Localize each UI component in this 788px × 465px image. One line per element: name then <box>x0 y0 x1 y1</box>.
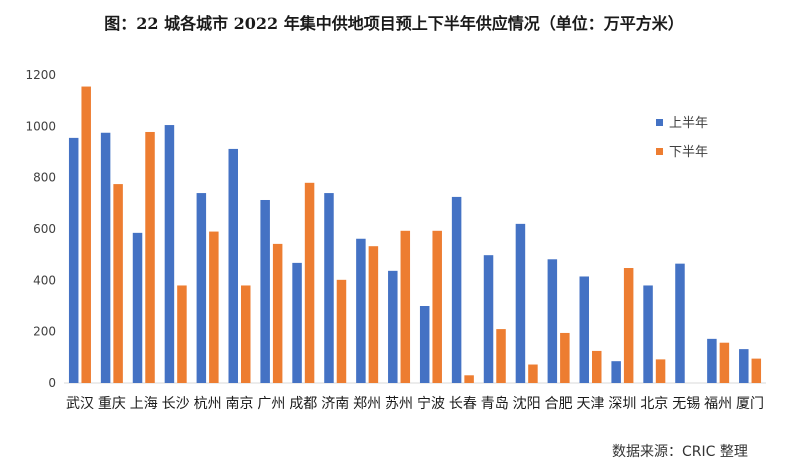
bar-h1-5 <box>228 148 238 383</box>
bar-h1-0 <box>68 137 79 383</box>
bar-h1-10 <box>388 270 398 383</box>
bar-h1-19 <box>675 263 685 383</box>
category-label: 天津 <box>577 396 605 412</box>
category-label: 武汉 <box>66 396 94 412</box>
bar-h1-21 <box>739 349 749 383</box>
y-tick-label: 200 <box>33 325 56 339</box>
bar-h2-1 <box>113 184 123 383</box>
category-label: 上海 <box>130 396 158 412</box>
category-label: 北京 <box>640 396 668 412</box>
category-label: 合肥 <box>545 396 573 412</box>
bar-h1-7 <box>292 262 302 383</box>
bar-h2-16 <box>592 350 602 383</box>
y-tick-label: 800 <box>33 171 56 185</box>
bar-h2-5 <box>241 285 251 383</box>
bar-h1-17 <box>611 361 621 383</box>
y-tick-label: 400 <box>33 273 56 287</box>
y-tick-label: 600 <box>33 222 56 236</box>
bar-h1-2 <box>132 232 143 383</box>
bar-h2-18 <box>655 359 666 383</box>
source-note: 数据来源：CRIC 整理 <box>612 444 748 460</box>
bar-h2-9 <box>368 246 379 383</box>
bar-h1-18 <box>643 285 653 383</box>
bar-h1-11 <box>419 306 430 383</box>
category-label: 成都 <box>289 396 317 412</box>
bar-h1-13 <box>483 255 494 383</box>
category-label: 福州 <box>704 396 732 412</box>
bar-h2-14 <box>528 364 538 383</box>
y-tick-label: 1000 <box>25 119 56 133</box>
bar-h2-13 <box>496 329 506 383</box>
category-label: 长沙 <box>162 396 190 412</box>
legend-label: 上半年 <box>669 116 708 131</box>
bar-h1-8 <box>324 193 334 383</box>
bar-h2-17 <box>623 268 634 383</box>
legend-label: 下半年 <box>669 145 708 160</box>
category-label: 沈阳 <box>513 396 541 412</box>
category-label: 南京 <box>226 396 254 412</box>
bar-h2-7 <box>304 182 315 383</box>
bar-h2-21 <box>751 358 762 383</box>
category-label: 长春 <box>449 396 477 412</box>
category-label: 苏州 <box>385 396 413 412</box>
legend-swatch <box>656 148 663 155</box>
bar-h1-4 <box>196 193 207 383</box>
bar-h2-4 <box>209 231 219 383</box>
bar-h1-14 <box>515 223 526 383</box>
bar-h2-8 <box>336 279 347 383</box>
y-tick-label: 1200 <box>25 68 56 82</box>
legend-swatch <box>656 119 663 126</box>
bar-h2-3 <box>177 285 187 383</box>
category-labels: 武汉 重庆 上海 长沙 杭州 南京 广州 成都 济南 郑州 苏州 宁波 长春 青岛 沈阳 合肥 天津 深圳 北京 无锡… <box>66 395 764 412</box>
chart-title: 图：22 城各城市 2022 年集中供地项目预上下半年供应情况（单位：万平方米） <box>104 14 684 33</box>
bar-h2-11 <box>432 230 442 383</box>
category-label: 济南 <box>321 396 349 412</box>
bar-h1-3 <box>164 125 175 384</box>
category-label: 广州 <box>257 396 285 412</box>
bar-h1-15 <box>547 259 558 383</box>
category-label: 青岛 <box>481 396 509 412</box>
bars <box>68 86 762 384</box>
bar-h1-6 <box>260 199 270 383</box>
category-label: 重庆 <box>98 396 126 412</box>
y-axis-ticks: 0 200 400 600 800 1000 1200 <box>25 68 56 390</box>
category-label: 无锡 <box>672 396 700 412</box>
bar-h2-15 <box>560 332 570 383</box>
bar-h2-0 <box>81 86 91 384</box>
bar-h1-1 <box>100 132 111 383</box>
bar-h2-10 <box>400 230 411 383</box>
bar-h1-12 <box>451 196 462 383</box>
bar-h2-2 <box>145 131 155 383</box>
category-label: 郑州 <box>353 396 381 412</box>
category-label: 杭州 <box>194 396 222 412</box>
category-label: 宁波 <box>417 395 445 412</box>
bar-h2-20 <box>719 342 730 383</box>
category-label: 厦门 <box>736 396 764 412</box>
bar-h1-16 <box>579 276 589 383</box>
bar-h2-6 <box>272 243 283 383</box>
bar-h1-9 <box>356 238 366 383</box>
y-tick-label: 0 <box>48 376 56 390</box>
category-label: 深圳 <box>608 396 636 412</box>
bar-h2-12 <box>464 375 474 383</box>
bar-h1-20 <box>707 338 717 383</box>
